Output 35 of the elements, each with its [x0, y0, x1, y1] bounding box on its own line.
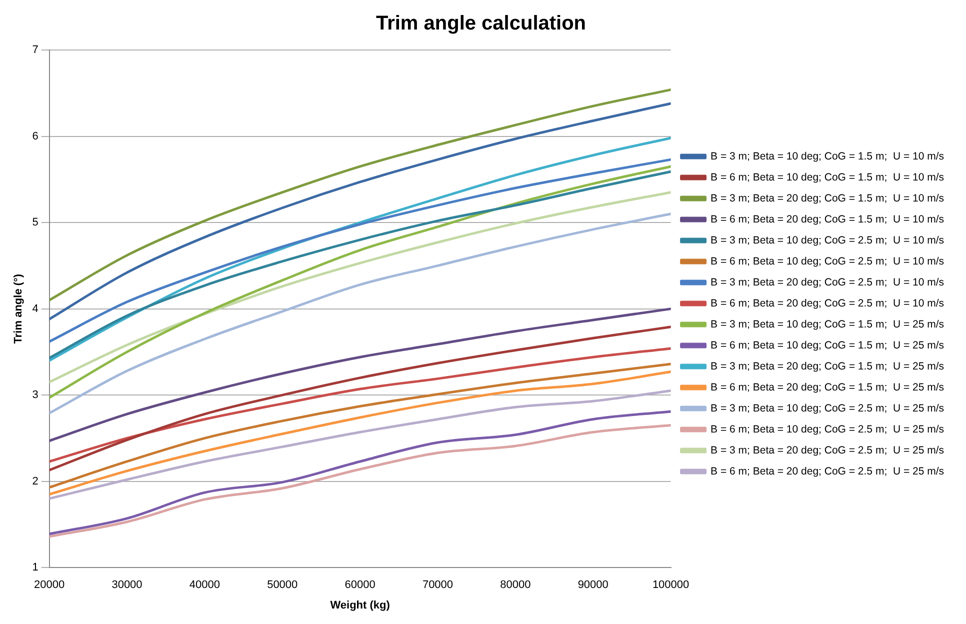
y-tick-label: 7	[32, 44, 38, 56]
legend-label: B = 3 m; Beta = 20 deg; CoG = 1.5 m; U = 10 m/s	[710, 192, 944, 204]
chart-title: Trim angle calculation	[376, 12, 586, 35]
x-tick-label: 90000	[578, 579, 608, 592]
y-tick-label: 1	[32, 562, 38, 574]
y-tick-label: 6	[32, 130, 38, 142]
legend-label: B = 3 m; Beta = 20 deg; CoG = 1.5 m; U = 25 m/s	[710, 360, 944, 372]
legend-label: B = 6 m; Beta = 10 deg; CoG = 1.5 m; U = 10 m/s	[710, 171, 944, 184]
legend-label: B = 6 m; Beta = 10 deg; CoG = 2.5 m; U = 10 m/s	[710, 255, 944, 268]
x-axis-title: Weight (kg)	[330, 599, 390, 612]
x-tick-label: 80000	[500, 579, 531, 592]
legend-label: B = 3 m; Beta = 10 deg; CoG = 1.5 m; U = 25 m/s	[710, 318, 944, 330]
x-tick-label: 30000	[112, 579, 142, 592]
y-axis-title: Trim angle (°)	[12, 274, 25, 344]
legend-label: B = 6 m; Beta = 10 deg; CoG = 2.5 m; U = 25 m/s	[710, 423, 944, 436]
y-tick-label: 2	[32, 475, 38, 488]
legend-label: B = 3 m; Beta = 10 deg; CoG = 2.5 m; U = 10 m/s	[710, 234, 944, 246]
legend-label: B = 6 m; Beta = 20 deg; CoG = 2.5 m; U = 10 m/s	[710, 297, 944, 310]
legend-label: B = 3 m; Beta = 20 deg; CoG = 2.5 m; U = 25 m/s	[710, 444, 944, 456]
y-tick-label: 5	[32, 216, 38, 229]
x-tick-label: 60000	[344, 579, 376, 592]
legend-label: B = 6 m; Beta = 20 deg; CoG = 2.5 m; U = 25 m/s	[710, 465, 944, 478]
x-tick-label: 40000	[189, 579, 220, 592]
legend-label: B = 6 m; Beta = 20 deg; CoG = 1.5 m; U = 10 m/s	[710, 213, 944, 226]
x-tick-label: 70000	[422, 579, 454, 592]
legend-label: B = 3 m; Beta = 10 deg; CoG = 1.5 m; U = 10 m/s	[710, 150, 944, 162]
legend-label: B = 3 m; Beta = 20 deg; CoG = 2.5 m; U = 10 m/s	[710, 276, 944, 288]
y-tick-label: 4	[32, 302, 38, 315]
x-tick-label: 20000	[34, 579, 65, 592]
x-tick-label: 100000	[652, 579, 690, 592]
x-tick-label: 50000	[267, 579, 298, 592]
legend-label: B = 3 m; Beta = 10 deg; CoG = 2.5 m; U = 25 m/s	[710, 402, 944, 414]
y-tick-label: 3	[32, 389, 38, 402]
legend-label: B = 6 m; Beta = 20 deg; CoG = 1.5 m; U = 25 m/s	[710, 381, 944, 394]
legend-label: B = 6 m; Beta = 10 deg; CoG = 1.5 m; U = 25 m/s	[710, 339, 944, 352]
